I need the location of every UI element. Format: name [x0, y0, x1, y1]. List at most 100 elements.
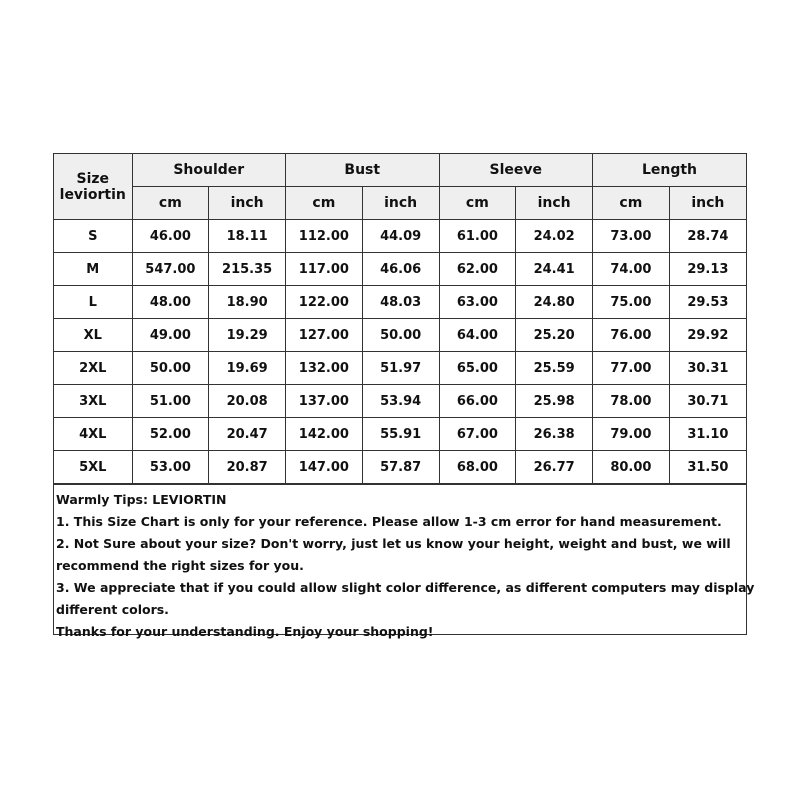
- measurement-cell: 51.00: [131, 384, 210, 418]
- measurement-cell: 66.00: [438, 384, 517, 418]
- size-cell: 3XL: [54, 384, 133, 418]
- measurement-cell: 142.00: [285, 417, 363, 451]
- size-cell: 2XL: [54, 351, 133, 385]
- measurement-cell: 74.00: [592, 252, 670, 286]
- measurement-cell: 55.91: [361, 417, 440, 451]
- size-header-line: leviortin: [59, 186, 126, 203]
- measurement-cell: 50.00: [131, 351, 210, 385]
- measurement-cell: 68.00: [438, 450, 517, 484]
- size-chart: Size leviortin Shoulder Bust Sleeve Leng…: [53, 153, 755, 639]
- header-row-groups: Size leviortin Shoulder Bust Sleeve Leng…: [54, 154, 746, 220]
- measurement-cell: 24.80: [515, 285, 593, 319]
- measurement-cell: 117.00: [285, 252, 363, 286]
- measurement-cell: 127.00: [285, 318, 363, 352]
- note-line: Thanks for your understanding. Enjoy you…: [56, 624, 434, 639]
- group-header-shoulder: Shoulder: [131, 154, 286, 187]
- measurement-cell: 44.09: [361, 219, 440, 253]
- measurement-cell: 24.02: [515, 219, 593, 253]
- unit-header: cm: [438, 186, 517, 220]
- table-row: 4XL 52.00 20.47 142.00 55.91 67.00 26.38 79.00 3…: [54, 417, 746, 451]
- unit-header: cm: [285, 186, 363, 220]
- measurement-cell: 76.00: [592, 318, 670, 352]
- measurement-cell: 18.11: [208, 219, 286, 253]
- size-cell: S: [54, 219, 133, 253]
- measurement-cell: 20.47: [208, 417, 286, 451]
- measurement-cell: 52.00: [131, 417, 210, 451]
- measurement-cell: 29.53: [668, 285, 746, 319]
- size-header: Size leviortin: [54, 154, 133, 220]
- unit-header: inch: [361, 186, 440, 220]
- measurement-cell: 20.08: [208, 384, 286, 418]
- size-cell: M: [54, 252, 133, 286]
- unit-header: cm: [132, 186, 210, 220]
- measurement-cell: 48.00: [131, 285, 210, 319]
- size-cell: XL: [54, 318, 133, 352]
- unit-header: cm: [592, 186, 670, 220]
- note-line: Warmly Tips: LEVIORTIN: [56, 492, 227, 507]
- measurement-cell: 51.97: [361, 351, 440, 385]
- measurement-cell: 30.31: [668, 351, 746, 385]
- measurement-cell: 19.29: [208, 318, 286, 352]
- measurement-cell: 77.00: [592, 351, 670, 385]
- measurement-cell: 49.00: [131, 318, 210, 352]
- measurement-cell: 80.00: [592, 450, 670, 484]
- measurement-cell: 137.00: [285, 384, 363, 418]
- measurement-cell: 63.00: [438, 285, 517, 319]
- note-line: 2. Not Sure about your size? Don't worry…: [56, 536, 731, 551]
- group-header-length: Length: [592, 154, 746, 187]
- measurement-cell: 79.00: [592, 417, 670, 451]
- size-cell: 4XL: [54, 417, 133, 451]
- note-line: different colors.: [56, 602, 169, 617]
- measurement-cell: 29.92: [668, 318, 746, 352]
- header-row-units: cm inch cm inch cm inch cm inch: [54, 186, 746, 220]
- measurement-cell: 65.00: [438, 351, 517, 385]
- table-row: M 547.00 215.35 117.00 46.06 62.00 24.41 74.00 2…: [54, 252, 746, 286]
- measurement-cell: 67.00: [438, 417, 517, 451]
- measurement-cell: 28.74: [668, 219, 746, 253]
- measurement-cell: 547.00: [131, 252, 210, 286]
- unit-header: inch: [668, 186, 746, 220]
- measurement-cell: 24.41: [515, 252, 593, 286]
- measurement-cell: 53.94: [361, 384, 440, 418]
- measurement-cell: 46.00: [131, 219, 210, 253]
- measurement-cell: 46.06: [361, 252, 440, 286]
- measurement-cell: 25.20: [515, 318, 593, 352]
- table-row: 3XL 51.00 20.08 137.00 53.94 66.00 25.98 78.00 3…: [54, 384, 746, 418]
- measurement-cell: 215.35: [208, 252, 286, 286]
- size-table: Size leviortin Shoulder Bust Sleeve Leng…: [54, 154, 746, 484]
- note-line: recommend the right sizes for you.: [56, 558, 304, 573]
- table-row: L 48.00 18.90 122.00 48.03 63.00 24.80 75.00 29.…: [54, 285, 746, 319]
- warm-tips: Warmly Tips: LEVIORTIN 1. This Size Char…: [54, 484, 755, 639]
- measurement-cell: 48.03: [361, 285, 440, 319]
- note-line: 1. This Size Chart is only for your refe…: [56, 514, 722, 529]
- measurement-cell: 50.00: [361, 318, 440, 352]
- size-cell: 5XL: [54, 450, 133, 484]
- size-header-line: Size: [76, 170, 110, 187]
- measurement-cell: 78.00: [592, 384, 670, 418]
- measurement-cell: 61.00: [438, 219, 517, 253]
- unit-header: inch: [515, 186, 593, 220]
- measurement-cell: 19.69: [208, 351, 286, 385]
- measurement-cell: 122.00: [285, 285, 363, 319]
- measurement-cell: 26.77: [515, 450, 593, 484]
- table-row: XL 49.00 19.29 127.00 50.00 64.00 25.20 76.00 29…: [54, 318, 746, 352]
- measurement-cell: 64.00: [438, 318, 517, 352]
- table-row: S 46.00 18.11 112.00 44.09 61.00 24.02 73.00 28.…: [54, 219, 746, 253]
- measurement-cell: 31.50: [668, 450, 746, 484]
- measurement-cell: 25.59: [515, 351, 593, 385]
- measurement-cell: 57.87: [361, 450, 440, 484]
- measurement-cell: 25.98: [515, 384, 593, 418]
- measurement-cell: 26.38: [515, 417, 593, 451]
- measurement-cell: 30.71: [668, 384, 746, 418]
- measurement-cell: 18.90: [208, 285, 286, 319]
- measurement-cell: 62.00: [438, 252, 517, 286]
- measurement-cell: 53.00: [131, 450, 210, 484]
- size-cell: L: [54, 285, 133, 319]
- note-line: 3. We appreciate that if you could allow…: [56, 580, 755, 595]
- measurement-cell: 112.00: [285, 219, 363, 253]
- group-header-sleeve: Sleeve: [438, 154, 593, 187]
- unit-header: inch: [208, 186, 286, 220]
- measurement-cell: 132.00: [285, 351, 363, 385]
- table-row: 5XL 53.00 20.87 147.00 57.87 68.00 26.77 80.00 3…: [54, 450, 746, 484]
- measurement-cell: 29.13: [668, 252, 746, 286]
